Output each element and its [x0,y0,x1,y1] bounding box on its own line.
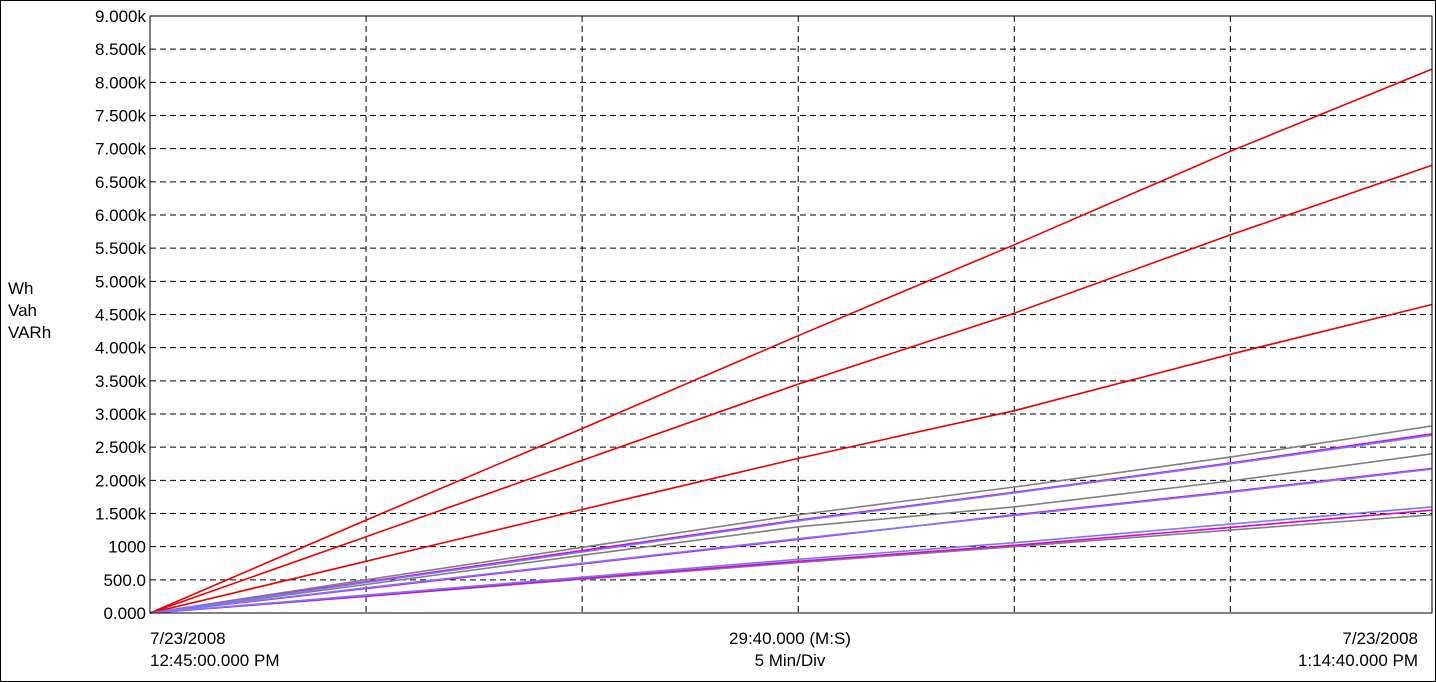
series-line-11 [149,468,1433,614]
y-tick-label: 6.000k [95,206,147,225]
plot-area-border [149,15,1433,614]
x-division-label: 5 Min/Div [754,651,826,670]
series-line-1 [149,68,1433,614]
grid-lines [150,16,1432,613]
y-tick-label: 8.500k [95,40,147,59]
y-tick-labels: 0.000 500.0 1000 1.500k 2.000k 2.500k 3.000k 3.… [95,7,147,623]
x-axis-center-label: 29:40.000 (M:S) 5 Min/Div [700,628,880,672]
series-line-2 [149,164,1433,614]
x-axis-start-label: 7/23/2008 12:45:00.000 PM [150,628,279,672]
y-tick-label: 9.000k [95,7,147,26]
x-span-label: 29:40.000 (M:S) [729,629,851,648]
y-tick-label: 4.000k [95,339,147,358]
x-start-date: 7/23/2008 [150,629,226,648]
series-line-9 [149,509,1433,614]
x-start-time: 12:45:00.000 PM [150,651,280,670]
series-line-12 [149,506,1433,614]
series-line-3 [149,303,1433,614]
y-tick-label: 4.500k [95,306,147,325]
y-tick-label: 7.500k [95,107,147,126]
y-tick-label: 2.000k [95,471,147,490]
series-line-5 [149,453,1433,614]
y-tick-label: 1.500k [95,505,147,524]
y-tick-label: 5.500k [95,239,147,258]
y-tick-label: 5.000k [95,272,147,291]
x-end-time: 1:14:40.000 PM [1297,651,1418,670]
y-axis-label-varh: VARh [8,323,52,342]
y-tick-label: 8.000k [95,73,147,92]
x-axis-end-label: 7/23/2008 1:14:40.000 PM [1298,628,1418,672]
y-axis-label-vah: Vah [8,301,37,320]
y-axis-label: Wh Vah VARh [8,278,51,344]
y-tick-label: 2.500k [95,438,147,457]
y-tick-label: 500.0 [103,571,146,590]
series-line-4 [149,425,1433,614]
y-axis-label-wh: Wh [8,279,34,298]
y-tick-label: 7.000k [95,140,147,159]
y-tick-label: 3.500k [95,372,147,391]
series-line-10 [149,434,1433,614]
y-tick-label: 1000 [108,538,146,557]
series-lines [149,68,1433,614]
x-end-date: 7/23/2008 [1342,629,1418,648]
y-tick-label: 6.500k [95,173,147,192]
y-tick-label: 0.000 [103,604,146,623]
y-tick-label: 3.000k [95,405,147,424]
